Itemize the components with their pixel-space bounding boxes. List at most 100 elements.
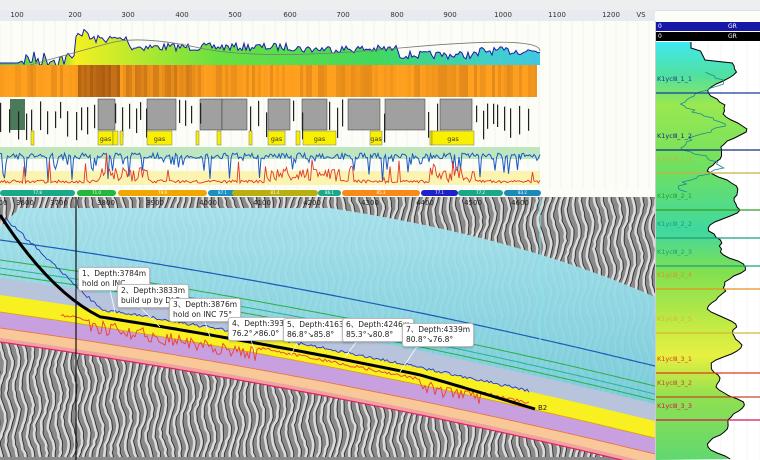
gas-interval[interactable] <box>296 131 300 145</box>
vs-tick: 900 <box>443 11 456 19</box>
heatmap-cell <box>183 65 186 97</box>
heatmap-cell <box>201 65 204 97</box>
heatmap-cell <box>471 65 474 97</box>
litho-bar <box>87 107 88 134</box>
gas-interval[interactable] <box>217 131 221 145</box>
annotation-depth: 3、Depth:3876m <box>173 300 237 310</box>
heatmap-cell <box>495 65 498 97</box>
heatmap-cell <box>309 65 312 97</box>
heatmap-cell <box>207 65 210 97</box>
annotation-depth: 2、Depth:3833m <box>121 286 185 296</box>
heatmap-cell <box>498 65 501 97</box>
litho-bar <box>337 108 338 138</box>
litho-bar <box>528 109 529 131</box>
heatmap-cell <box>225 65 228 97</box>
heatmap-cell <box>18 65 21 97</box>
heatmap-cell <box>168 65 171 97</box>
heatmap-cell <box>378 65 381 97</box>
formation-marker-label: K1ycⅢ_2_2 <box>657 220 692 228</box>
litho-bar <box>483 111 484 140</box>
gas-interval[interactable] <box>196 131 199 145</box>
heatmap-cell <box>117 65 120 97</box>
litho-block <box>385 99 425 130</box>
heatmap-cell <box>327 65 330 97</box>
litho-bar <box>519 106 520 134</box>
segment-8[interactable]: 77.1 <box>421 190 458 196</box>
heatmap-cell <box>423 65 426 97</box>
heatmap-cell <box>114 65 117 97</box>
heatmap-cell <box>99 65 102 97</box>
gas-show-track: gasgasgasgasgasgas <box>31 131 474 145</box>
vs-tick: 100 <box>10 11 23 19</box>
segment-5[interactable]: 81.4 <box>232 190 318 196</box>
offset-well-panel: 0GR 0GR K1ycⅢ_1_1K1ycⅢ_1_2K1ycⅢ_1_3K1ycⅢ… <box>655 21 760 460</box>
heatmap-cell <box>3 65 6 97</box>
depth-tick: 3600 <box>16 199 34 207</box>
segment-7[interactable]: 85.3 <box>342 190 420 196</box>
heatmap-cell <box>402 65 405 97</box>
heatmap-cell <box>363 65 366 97</box>
heatmap-cell <box>360 65 363 97</box>
heatmap-cell <box>252 65 255 97</box>
heatmap-cell <box>474 65 477 97</box>
heatmap-cell <box>330 65 333 97</box>
segment-2[interactable]: 71.0 <box>77 190 116 196</box>
heatmap-cell <box>216 65 219 97</box>
gr-header-2[interactable]: 0GR <box>656 32 760 41</box>
vs-tick: 300 <box>121 11 134 19</box>
heatmap-cell <box>156 65 159 97</box>
litho-bar <box>266 112 267 137</box>
heatmap-cell <box>468 65 471 97</box>
md-depth-axis: 00 3600 3700 3800 3900 4000 4100 4200 43… <box>0 197 655 208</box>
litho-bar <box>493 104 494 124</box>
litho-bar <box>81 107 82 130</box>
heatmap-cell <box>318 65 321 97</box>
litho-bar <box>191 106 192 123</box>
segment-9[interactable]: 77.2 <box>458 190 503 196</box>
formation-marker-label: K1ycⅢ_1_2 <box>657 132 692 140</box>
heatmap-cell <box>204 65 207 97</box>
heatmap-cell <box>525 65 528 97</box>
annotation-7[interactable]: 7、Depth:4339m80.8°↘76.8° <box>402 323 474 347</box>
heatmap-cell <box>351 65 354 97</box>
gas-interval[interactable] <box>31 131 34 145</box>
heatmap-cell <box>426 65 429 97</box>
segment-10[interactable]: 83.2 <box>504 190 541 196</box>
segment-3[interactable]: 79.9 <box>118 190 207 196</box>
gas-label: gas <box>370 135 382 143</box>
heatmap-cell <box>93 65 96 97</box>
heatmap-cell <box>147 65 150 97</box>
annotation-depth: 7、Depth:4339m <box>406 325 470 335</box>
depth-tick: 4500 <box>464 199 482 207</box>
vs-tick: 200 <box>68 11 81 19</box>
heatmap-cell <box>213 65 216 97</box>
gas-interval[interactable] <box>430 131 432 145</box>
segment-1[interactable]: 77.8 <box>0 190 75 196</box>
heatmap-cell <box>456 65 459 97</box>
log-tracks: gasgasgasgasgasgas <box>0 21 655 189</box>
heatmap-cell <box>261 65 264 97</box>
heatmap-cell <box>264 65 267 97</box>
gas-interval[interactable] <box>113 131 118 145</box>
gas-interval[interactable] <box>249 131 252 145</box>
litho-block <box>98 99 115 130</box>
inclination-segment-bar: 77.871.079.987.181.486.185.377.177.283.2 <box>0 189 655 197</box>
gas-interval[interactable] <box>120 131 123 145</box>
heatmap-cell <box>33 65 36 97</box>
gas-label: gas <box>314 135 326 143</box>
gr-header-1[interactable]: 0GR <box>656 22 760 31</box>
heatmap-cell <box>522 65 525 97</box>
heatmap-cell <box>153 65 156 97</box>
litho-bar <box>200 103 201 124</box>
segment-6[interactable]: 86.1 <box>318 190 341 196</box>
heatmap-cell <box>39 65 42 97</box>
heatmap-cell <box>492 65 495 97</box>
vs-tick: 700 <box>336 11 349 19</box>
heatmap-cell <box>465 65 468 97</box>
heatmap-cell <box>480 65 483 97</box>
heatmap-cell <box>315 65 318 97</box>
litho-bar <box>55 111 56 128</box>
litho-bar <box>329 102 330 130</box>
heatmap-cell <box>120 65 123 97</box>
vs-tick: 500 <box>228 11 241 19</box>
